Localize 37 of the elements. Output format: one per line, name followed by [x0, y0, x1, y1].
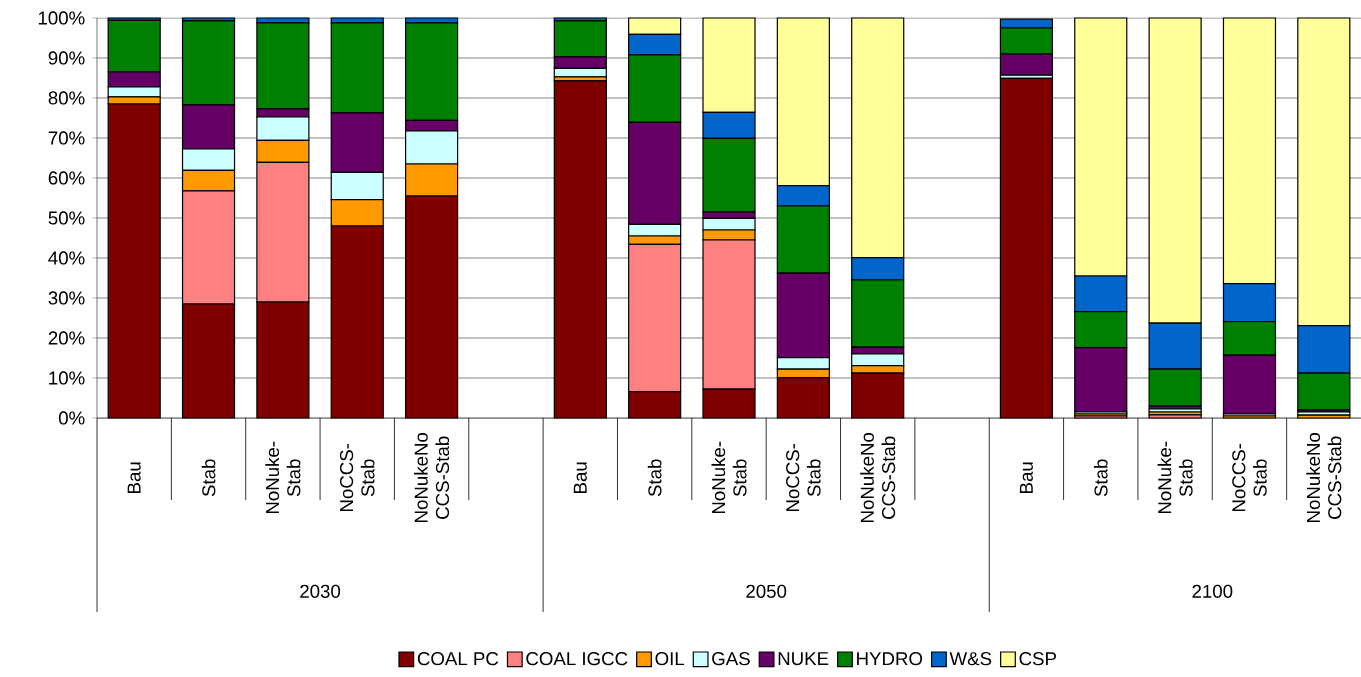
y-tick-label: 100%	[38, 11, 85, 25]
y-tick-label: 70%	[48, 131, 85, 145]
legend-label: COAL PC	[417, 652, 499, 666]
legend-label: GAS	[712, 652, 750, 666]
legend-label: W&S	[949, 652, 992, 666]
y-tick-label: 30%	[48, 291, 85, 305]
x-tick-label: NoNukeNo CCS-Stab	[414, 432, 450, 522]
y-tick-label: 80%	[48, 91, 85, 105]
x-tick-label: Stab	[201, 459, 216, 497]
x-tick-label: NoNuke-Stab	[1157, 441, 1193, 514]
x-tick-label: Bau	[127, 462, 141, 493]
x-tick-label: Bau	[573, 462, 587, 493]
text: 2050	[746, 584, 787, 598]
x-tick-label: Stab	[1093, 459, 1108, 497]
y-tick-label: 10%	[49, 371, 85, 385]
legend-label: NUKE	[778, 652, 829, 666]
x-tick-label: NoNuke-Stab	[265, 441, 301, 514]
y-tick-label: 0%	[58, 411, 85, 425]
x-tick-label: NoCCS-Stab	[786, 443, 821, 512]
legend-label: OIL	[655, 652, 685, 666]
legend-label: HYDRO	[857, 652, 923, 666]
x-tick-label: NoCCS-Stab	[339, 443, 375, 512]
y-tick-label: 90%	[48, 51, 85, 65]
legend-label: COAL IGCC	[526, 652, 628, 666]
y-tick-label: 60%	[48, 171, 85, 185]
y-tick-label: 20%	[48, 331, 85, 345]
text: 2030	[300, 584, 341, 598]
y-tick-label: 40%	[48, 251, 85, 265]
x-tick-label: NoNukeNo CCS-Stab	[860, 432, 896, 522]
x-tick-label: Stab	[647, 459, 662, 497]
text: 2100	[1192, 584, 1233, 598]
x-tick-label: Bau	[1019, 462, 1033, 493]
legend-label: CSP	[1019, 652, 1056, 666]
y-tick-label: 50%	[48, 211, 85, 225]
x-tick-label: NoNukeNo CCS-Stab	[1306, 432, 1342, 522]
x-tick-label: NoCCS-Stab	[1232, 443, 1267, 512]
x-tick-label: NoNuke-Stab	[711, 441, 747, 514]
